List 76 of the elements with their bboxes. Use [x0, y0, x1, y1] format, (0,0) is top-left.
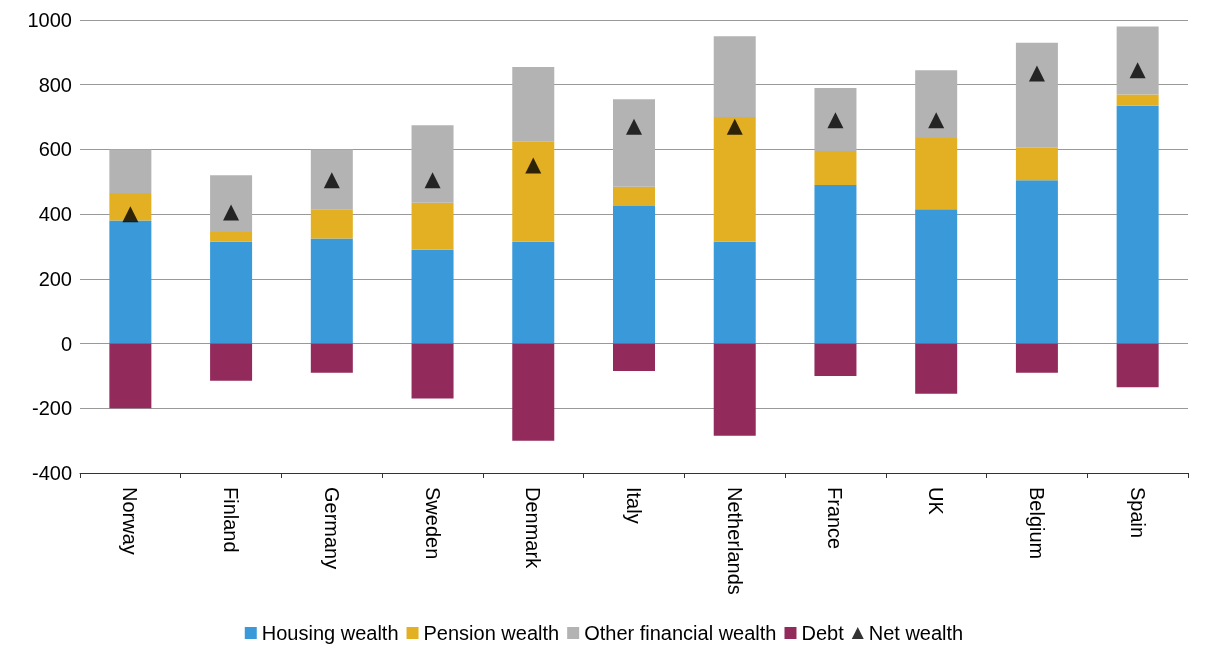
bar [1015, 42, 1058, 148]
bar [814, 151, 857, 186]
y-tick-label: 800 [38, 73, 72, 96]
bar [109, 193, 152, 221]
bar [915, 138, 958, 210]
bar [1015, 343, 1058, 373]
y-tick-label: -400 [31, 462, 72, 484]
x-tick-label: Germany [320, 487, 343, 570]
x-tick-label: Italy [623, 487, 645, 524]
y-tick-label: 200 [38, 267, 72, 290]
bar [109, 343, 152, 409]
bar [411, 125, 454, 203]
bar [310, 343, 353, 373]
x-tick-label: Belgium [1025, 487, 1048, 560]
x-tick-label: Finland [220, 487, 243, 553]
bar [1116, 343, 1159, 388]
point [928, 112, 945, 129]
x-tick-label: UK [925, 487, 948, 516]
y-tick-label: -200 [31, 397, 72, 420]
bar [814, 87, 857, 152]
y-tick-label: 400 [38, 203, 72, 226]
bar [512, 343, 555, 441]
bar [109, 220, 152, 344]
legend-label: Housing wealth [261, 622, 399, 644]
bar [814, 185, 857, 344]
bar [1116, 105, 1159, 344]
bar [1116, 94, 1159, 106]
point [1129, 62, 1146, 79]
bar [512, 66, 555, 142]
bar [512, 141, 555, 242]
bar [814, 343, 857, 376]
bar [915, 209, 958, 344]
x-tick-label: Netherlands [723, 487, 746, 595]
x-tick-label: Sweden [421, 487, 444, 560]
bar [411, 202, 454, 250]
x-tick-label: Norway [119, 487, 142, 555]
bar [411, 343, 454, 399]
bar [613, 343, 655, 372]
point [525, 157, 542, 174]
bar [613, 99, 655, 187]
legend-label: Debt [801, 622, 845, 644]
point [1028, 65, 1045, 82]
y-tick-label: 0 [60, 332, 72, 355]
point [626, 118, 642, 135]
legend-label: Other financial wealth [584, 622, 777, 644]
point [223, 204, 240, 221]
bar [713, 241, 756, 344]
bar [1116, 26, 1159, 95]
bar [915, 70, 958, 139]
bar [210, 343, 253, 381]
bar [613, 186, 655, 207]
bar [109, 149, 152, 194]
bar [613, 206, 655, 344]
point [424, 172, 441, 189]
legend-label: Net wealth [868, 622, 964, 644]
bar [915, 343, 958, 394]
bar [310, 209, 353, 239]
bar [411, 249, 454, 344]
x-tick-label: Spain [1126, 487, 1149, 539]
legend-label: Pension wealth [423, 622, 560, 644]
x-tick-label: Denmark [522, 487, 545, 570]
bar [310, 238, 353, 344]
bar [713, 117, 756, 242]
y-tick-label: 600 [38, 138, 72, 161]
bar [210, 175, 253, 232]
x-tick-label: France [824, 487, 847, 550]
bar [310, 149, 353, 210]
bar [713, 343, 756, 436]
y-tick-label: 1000 [27, 9, 72, 31]
bar [210, 231, 253, 242]
point [726, 118, 743, 135]
bar [1015, 180, 1058, 344]
bar [512, 241, 555, 344]
bar [1015, 147, 1058, 181]
bar [210, 241, 253, 344]
bar [713, 36, 756, 118]
